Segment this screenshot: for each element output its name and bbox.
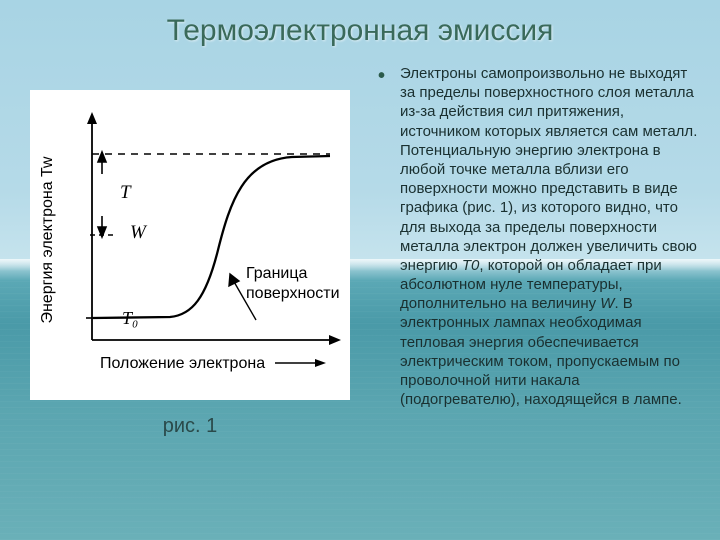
w-label: W xyxy=(130,222,148,243)
w-arrows xyxy=(98,152,106,237)
figure-caption: рис. 1 xyxy=(100,415,280,438)
boundary-label-2: поверхности xyxy=(246,285,340,302)
body-p1: Электроны самопроизвольно не выходят за … xyxy=(400,65,697,274)
t0-label: T₀ xyxy=(122,308,138,328)
xlabel: Положение электрона xyxy=(100,355,265,372)
slide-title: Термоэлектронная эмиссия xyxy=(0,14,720,48)
bullet-icon: • xyxy=(378,65,385,88)
energy-diagram: Энергия электрона Tw Положение электрона… xyxy=(30,90,350,400)
body-text: Электроны самопроизвольно не выходят за … xyxy=(400,64,700,409)
body-w: W xyxy=(600,295,614,312)
boundary-label-1: Граница xyxy=(246,265,308,282)
t-label: T xyxy=(120,182,132,203)
ylabel: Энергия электрона Tw xyxy=(39,156,56,323)
body-t0: T0 xyxy=(462,257,480,274)
